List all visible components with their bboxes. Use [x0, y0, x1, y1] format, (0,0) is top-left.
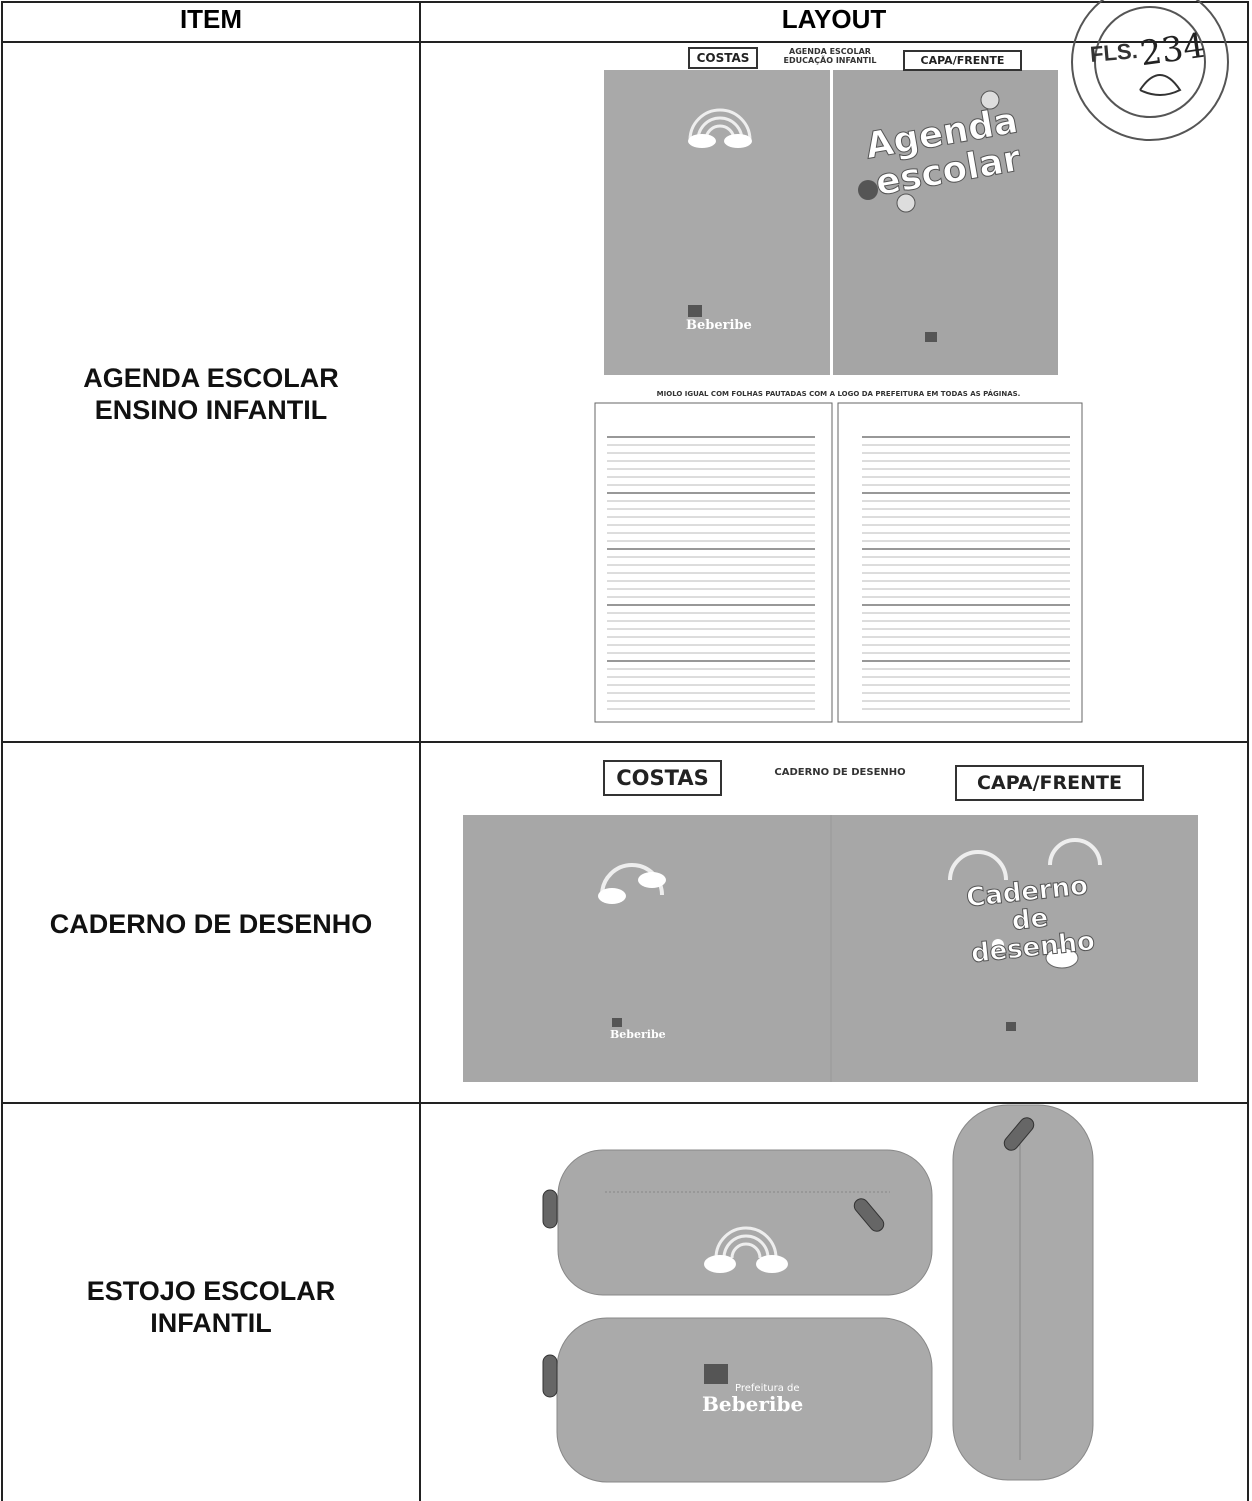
back-label: COSTAS	[603, 760, 722, 796]
back-label: COSTAS	[688, 47, 758, 69]
front-label: CAPA/FRENTE	[903, 50, 1022, 71]
logo: Beberibe	[686, 318, 752, 333]
ruled-page-left	[594, 402, 833, 723]
item-name: ESTOJO ESCOLAR INFANTIL	[86, 1276, 336, 1338]
item-name: AGENDA ESCOLAR ENSINO INFANTIL	[83, 363, 339, 425]
item-name: CADERNO DE DESENHO	[49, 909, 373, 939]
layout-title: AGENDA ESCOLAR EDUCAÇÃO INFANTIL	[783, 47, 877, 65]
agenda-back-cover	[604, 70, 830, 375]
inner-pages-note: MIOLO IGUAL COM FOLHAS PAUTADAS COM A LO…	[656, 390, 1021, 398]
pencil-case-front	[557, 1149, 933, 1296]
cover-title: Caderno de desenho	[964, 870, 1097, 970]
pencil-case-side	[952, 1104, 1094, 1481]
layout-title: CADERNO DE DESENHO	[774, 767, 906, 778]
front-label: CAPA/FRENTE	[955, 765, 1144, 801]
header-item: ITEM	[179, 4, 243, 34]
pencil-case-back	[556, 1317, 933, 1483]
agenda-front-cover	[833, 70, 1058, 375]
logo: Beberibe	[610, 1028, 666, 1041]
logo-caption: Prefeitura de	[735, 1383, 800, 1394]
header-layout: LAYOUT	[781, 4, 887, 34]
ruled-page-right	[837, 402, 1083, 723]
stamp-label: FLS.	[1088, 37, 1139, 68]
logo: Beberibe	[702, 1392, 804, 1416]
